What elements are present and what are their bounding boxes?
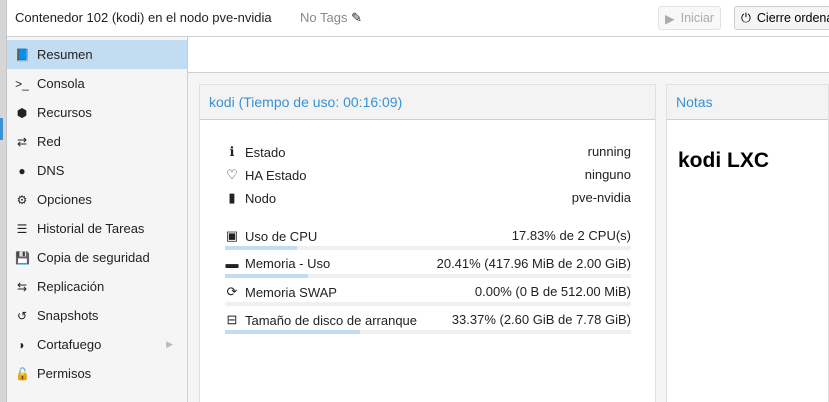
sidebar-item-label: Permisos [37,366,92,381]
usage-label: Memoria SWAP [245,284,337,300]
usage-progress-fill [225,246,298,250]
info-label: HA Estado [245,167,307,183]
usage-progress-bar [225,330,631,334]
sidebar-item-copia-de-seguridad[interactable]: 💾 Copia de seguridad [7,243,187,272]
usage-label: Memoria - Uso [245,256,331,271]
sidebar-item-replicaci-n[interactable]: ⇆ Replicación [7,272,187,301]
sidebar-item-label: DNS [37,163,65,178]
info-value: running [587,144,631,159]
sidebar-item-recursos[interactable]: ⬢ Recursos [7,98,187,127]
notes-panel: Notas kodi LXC [666,84,829,402]
sidebar: 📘 Resumen >_ Consola ⬢ Recursos ⇄ Red ● DNS ⚙ Opcio… [7,37,188,402]
sidebar-item-permisos[interactable]: 🔓 Permisos [7,359,187,388]
usage-label: Tamaño de disco de arranque [245,312,418,328]
usage-progress-bar [225,302,631,306]
notes-content: kodi LXC [678,149,770,172]
sidebar-item-label: Replicación [37,279,105,294]
info-row: ℹ Estado running [225,144,631,160]
retweet-icon: ⇆ [16,279,28,294]
usage-value: 33.37% (2.60 GiB de 7.78 GiB) [451,312,631,327]
power-icon: ⏻ [741,10,751,25]
usage-progress-fill [225,330,361,334]
sidebar-item-label: Resumen [37,47,93,62]
sidebar-item-snapshots[interactable]: ↺ Snapshots [7,301,187,330]
shield-icon: ◗ [18,337,26,352]
selection-marker [0,118,3,140]
resource-tree-edge [0,0,7,402]
usage-value: 20.41% (417.96 MiB de 2.00 GiB) [436,256,631,271]
server-icon: ▮ [228,190,236,205]
start-button[interactable]: ▶ Iniciar [658,6,721,30]
usage-value: 17.83% de 2 CPU(s) [511,228,631,243]
sidebar-item-resumen[interactable]: 📘 Resumen [7,40,187,69]
header: Contenedor 102 (kodi) en el nodo pve-nvi… [7,0,829,37]
info-row: ♡ HA Estado ninguno [225,167,631,183]
floppy-icon: 💾 [15,250,30,265]
sidebar-item-dns[interactable]: ● DNS [7,156,187,185]
usage-progress-fill [225,274,308,278]
exchange-icon: ⇄ [16,134,28,149]
info-label: Nodo [245,190,277,206]
shutdown-button[interactable]: ⏻ Cierre ordena [734,6,829,30]
sidebar-item-cortafuego[interactable]: ◗ Cortafuego ▶ [7,330,187,359]
usage-progress-bar [225,274,631,278]
usage-row: ⟳ Memoria SWAP 0.00% (0 B de 512.00 MiB) [225,284,631,300]
sidebar-item-label: Red [37,134,61,149]
usage-row: ▬ Memoria - Uso 20.41% (417.96 MiB de 2.00… [225,256,632,271]
sidebar-item-label: Consola [37,76,85,91]
info-icon: ℹ [229,144,235,159]
notes-body: kodi LXC [667,119,828,402]
status-panel: kodi (Tiempo de uso: 00:16:09) ℹ Estado ru… [199,84,656,402]
hdd-icon: ⊟ [226,312,238,327]
usage-progress-bar [225,246,631,250]
list-icon: ☰ [16,221,28,236]
sidebar-item-label: Snapshots [37,308,99,323]
sidebar-item-consola[interactable]: >_ Consola [7,69,187,98]
info-row: ▮ Nodo pve-nvidia [225,190,631,206]
history-icon: ↺ [16,308,28,323]
usage-value: 0.00% (0 B de 512.00 MiB) [474,284,631,299]
expand-icon[interactable]: ▶ [166,339,173,349]
info-value: pve-nvidia [571,190,631,205]
cpu-icon: ▣ [225,228,239,243]
tags-editor[interactable]: No Tags ✎ [300,10,362,26]
info-label: Estado [245,144,286,160]
sidebar-item-historial-de-tareas[interactable]: ☰ Historial de Tareas [7,214,187,243]
swap-icon: ⟳ [226,284,238,299]
tags-label: No Tags [300,10,348,25]
sidebar-item-label: Copia de seguridad [37,250,150,265]
toolbar [188,37,829,73]
cube-icon: ⬢ [16,105,28,120]
gear-icon: ⚙ [16,192,28,207]
play-icon: ▶ [665,11,675,26]
pencil-icon[interactable]: ✎ [347,10,362,25]
sidebar-item-label: Cortafuego [37,337,102,352]
sidebar-item-red[interactable]: ⇄ Red [7,127,187,156]
globe-icon: ● [18,163,26,178]
main-content: kodi (Tiempo de uso: 00:16:09) ℹ Estado ru… [188,37,829,402]
page-title: Contenedor 102 (kodi) en el nodo pve-nvi… [15,10,272,25]
usage-row: ⊟ Tamaño de disco de arranque 33.37% (2.60… [225,312,631,328]
unlock-icon: 🔓 [15,366,30,381]
status-body: ℹ Estado running ♡ HA Estado ninguno ▮ Nodo pve-… [200,119,655,402]
heartbeat-icon: ♡ [226,167,238,182]
memory-icon: ▬ [225,256,239,271]
sidebar-item-opciones[interactable]: ⚙ Opciones [7,185,187,214]
terminal-icon: >_ [15,76,29,91]
info-value: ninguno [584,167,631,182]
shutdown-label: Cierre ordena [756,11,829,25]
sidebar-item-label: Recursos [37,105,92,120]
status-title: kodi (Tiempo de uso: 00:16:09) [209,94,403,110]
notes-title: Notas [676,94,713,110]
start-label: Iniciar [680,11,714,25]
sidebar-item-label: Historial de Tareas [37,221,145,236]
usage-label: Uso de CPU [245,228,318,244]
sidebar-item-label: Opciones [37,192,92,207]
usage-row: ▣ Uso de CPU 17.83% de 2 CPU(s) [225,228,631,244]
book-icon: 📘 [15,47,30,62]
